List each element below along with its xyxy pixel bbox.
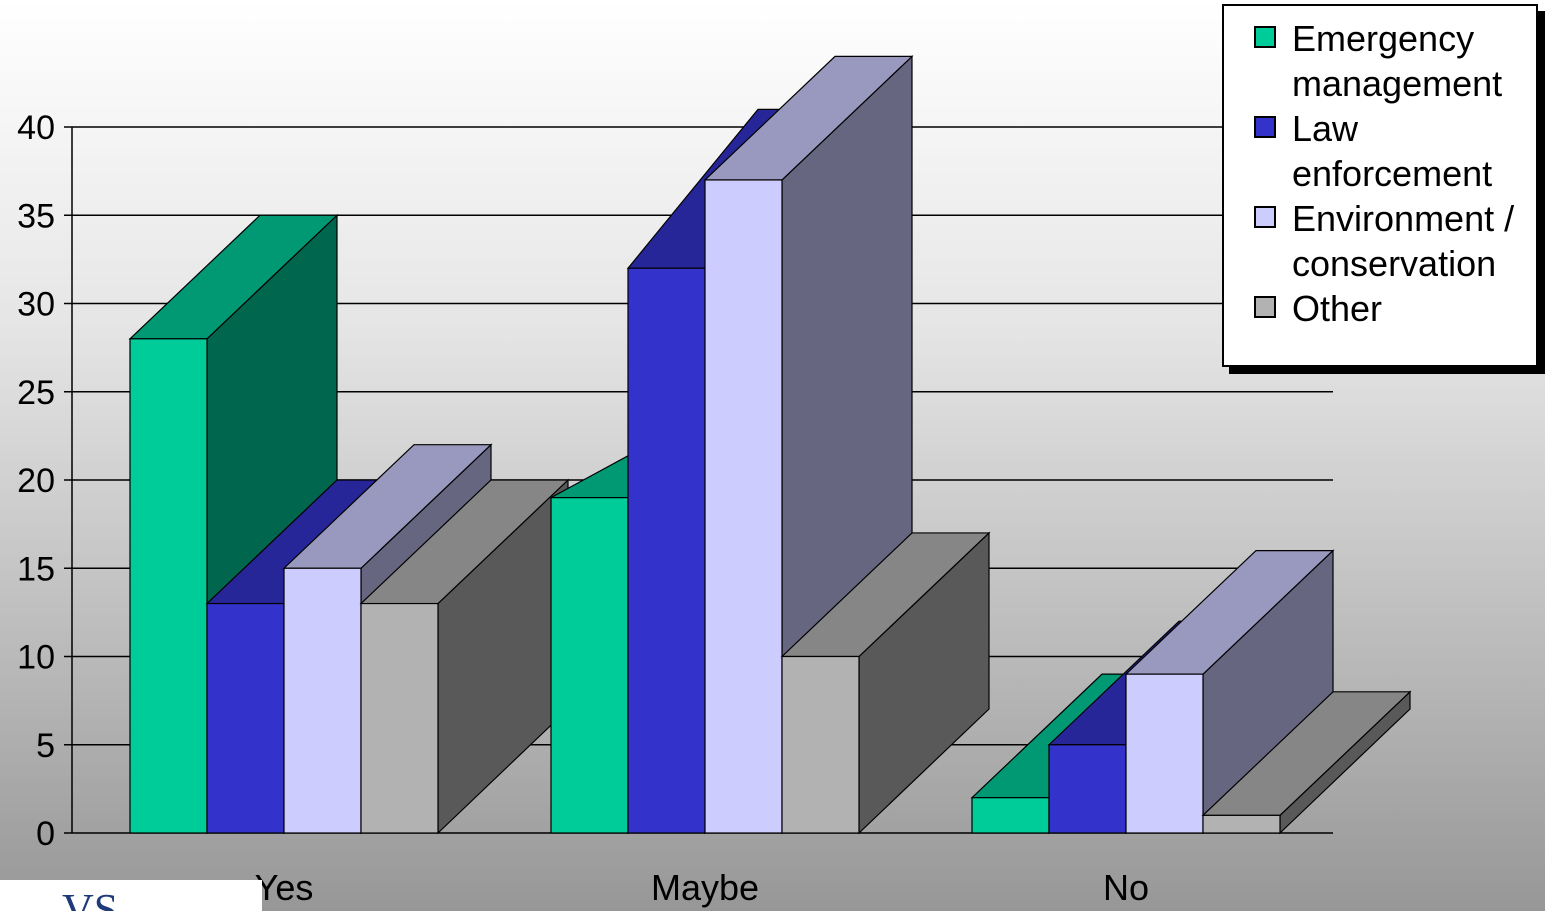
legend-swatch-other [1254, 296, 1276, 318]
bar-no-3 [1201, 690, 1412, 835]
legend-label-line: management [1292, 63, 1503, 104]
legend-swatch-law-enforcement [1254, 116, 1276, 138]
y-tick-label: 30 [17, 286, 55, 324]
legend-swatch-environment-conservation [1254, 206, 1276, 228]
bar-maybe-3 [780, 531, 991, 835]
legend-label-line: enforcement [1292, 153, 1493, 194]
bar-front-face [627, 267, 706, 834]
bar-front-face [550, 497, 629, 834]
y-tick-label: 15 [17, 550, 55, 588]
x-category-label: Yes [255, 867, 314, 908]
y-tick-label: 40 [17, 109, 55, 147]
y-tick-label: 0 [36, 815, 55, 853]
bar-front-face [704, 179, 783, 834]
x-category-label: Maybe [651, 867, 759, 908]
bar-front-face [1048, 744, 1127, 834]
legend-label-line: Environment / [1292, 198, 1515, 239]
y-tick-label: 35 [17, 197, 55, 235]
bar-no-2 [1124, 549, 1335, 835]
bar-front-face [206, 602, 285, 834]
legend-item-emergency-management: Emergency management [1252, 16, 1536, 106]
logo: VS [0, 880, 262, 911]
y-tick-label: 5 [36, 727, 55, 765]
legend-swatch-emergency-management [1254, 26, 1276, 48]
bar-front-face [129, 338, 208, 834]
legend-item-law-enforcement: Law enforcement [1252, 106, 1536, 196]
bar-front-face [781, 655, 860, 834]
logo-text: VS [62, 885, 119, 911]
legend-label-line: Emergency [1292, 18, 1475, 59]
bar-front-face [1202, 814, 1281, 834]
x-category-label: No [1103, 867, 1149, 908]
bar-yes-3 [359, 478, 570, 835]
bar-front-face [360, 602, 439, 834]
legend-label-line: Law [1292, 108, 1359, 149]
y-tick-label: 25 [17, 374, 55, 412]
bar-front-face [971, 797, 1050, 834]
bar-front-face [1125, 673, 1204, 834]
legend-item-other: Other [1252, 286, 1536, 331]
legend-label-line: Other [1292, 288, 1383, 329]
bar-front-face [283, 567, 362, 834]
y-axis-ticks: 0 5 10 15 20 25 30 35 40 [17, 109, 73, 853]
y-tick-label: 10 [17, 639, 55, 677]
bar-series [128, 55, 1412, 835]
legend-item-environment-conservation: Environment / conservation [1252, 196, 1536, 286]
x-axis-categories: Yes Maybe No [255, 867, 1149, 908]
legend-label-line: conservation [1292, 243, 1497, 284]
y-tick-label: 20 [17, 462, 55, 500]
legend: Emergency management Law enforcement Env… [1222, 4, 1538, 367]
